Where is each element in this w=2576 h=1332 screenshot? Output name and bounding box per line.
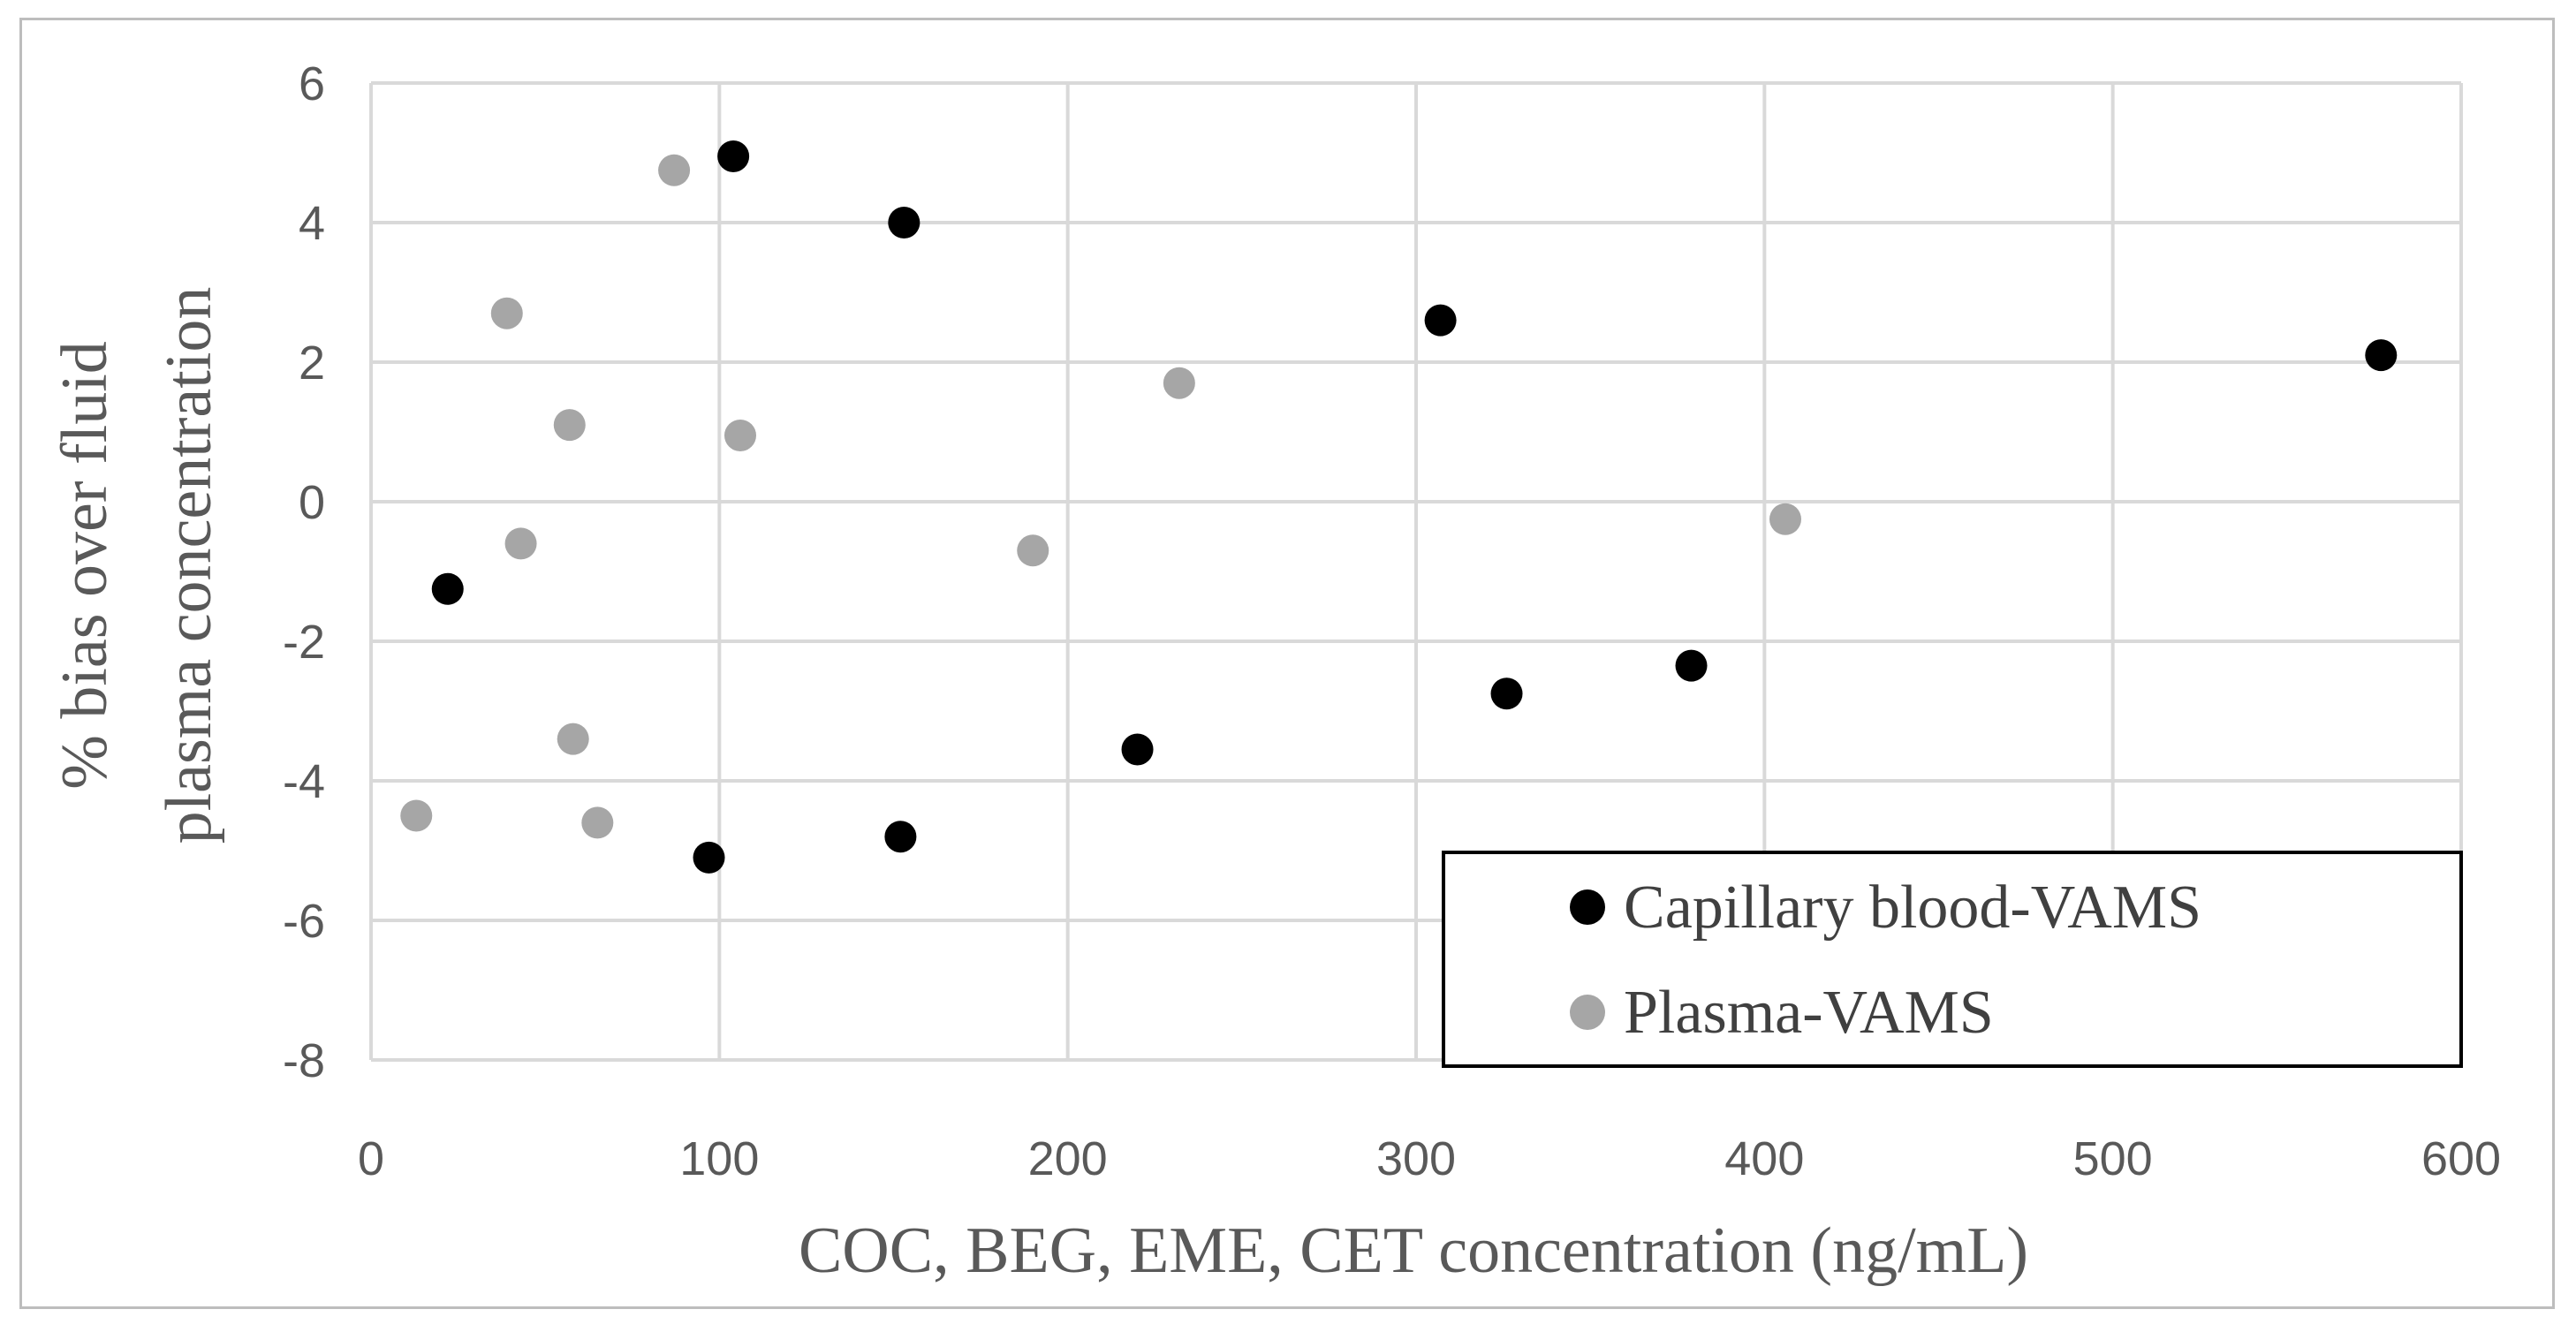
point-plasma [1017,534,1049,567]
point-plasma [724,419,756,451]
y-tick-label: 0 [299,476,325,529]
point-capillary-blood [1675,649,1708,682]
point-plasma [504,527,537,560]
point-capillary-blood [1424,304,1457,337]
y-axis-title-line-2: plasma concentration [153,287,225,844]
point-plasma [400,799,433,832]
point-capillary-blood [1121,733,1154,766]
point-capillary-blood [693,841,725,874]
point-plasma [581,806,614,839]
point-capillary-blood [888,207,921,238]
y-tick-label: 2 [299,337,325,390]
chart-frame [19,18,2555,1309]
legend-label-plasma: Plasma-VAMS [1624,979,1994,1047]
legend: Capillary blood-VAMS Plasma-VAMS [1442,851,2463,1068]
point-capillary-blood [717,140,750,172]
x-tick-label: 400 [1724,1132,1804,1185]
x-tick-label: 100 [679,1132,759,1185]
point-capillary-blood [431,572,464,605]
y-tick-label: -2 [283,616,325,669]
data-points [400,140,2398,874]
point-plasma [490,297,523,329]
point-plasma [658,154,691,186]
x-tick-label: 200 [1028,1132,1108,1185]
axis-titles: COC, BEG, EME, CET concentration (ng/mL)… [49,287,2028,1287]
y-tick-label: 4 [299,197,325,250]
point-capillary-blood [1490,677,1523,710]
x-tick-label: 600 [2421,1132,2501,1185]
legend-marker-plasma [1570,995,1605,1030]
x-tick-label: 300 [1376,1132,1456,1185]
point-plasma [557,723,589,755]
x-axis-title: COC, BEG, EME, CET concentration (ng/mL) [799,1215,2028,1287]
x-tick-label: 0 [358,1132,384,1185]
y-tick-label: 6 [299,57,325,110]
point-capillary-blood [2365,339,2398,372]
y-tick-label: -4 [283,755,325,808]
point-plasma [1163,367,1195,399]
y-tick-label: -6 [283,895,325,948]
x-tick-label: 500 [2073,1132,2153,1185]
y-tick-label: -8 [283,1034,325,1087]
point-capillary-blood [884,821,917,853]
y-axis-title-line-1: % bias over fluid [49,341,121,790]
point-plasma [1769,503,1801,535]
point-plasma [553,409,586,442]
legend-box [1442,851,2463,1068]
legend-label-capillary: Capillary blood-VAMS [1624,874,2201,942]
legend-marker-capillary [1570,889,1605,925]
tick-labels: -8 -6 -4 -2 0 2 4 6 0 100 200 300 400 500 600 [283,57,2501,1185]
